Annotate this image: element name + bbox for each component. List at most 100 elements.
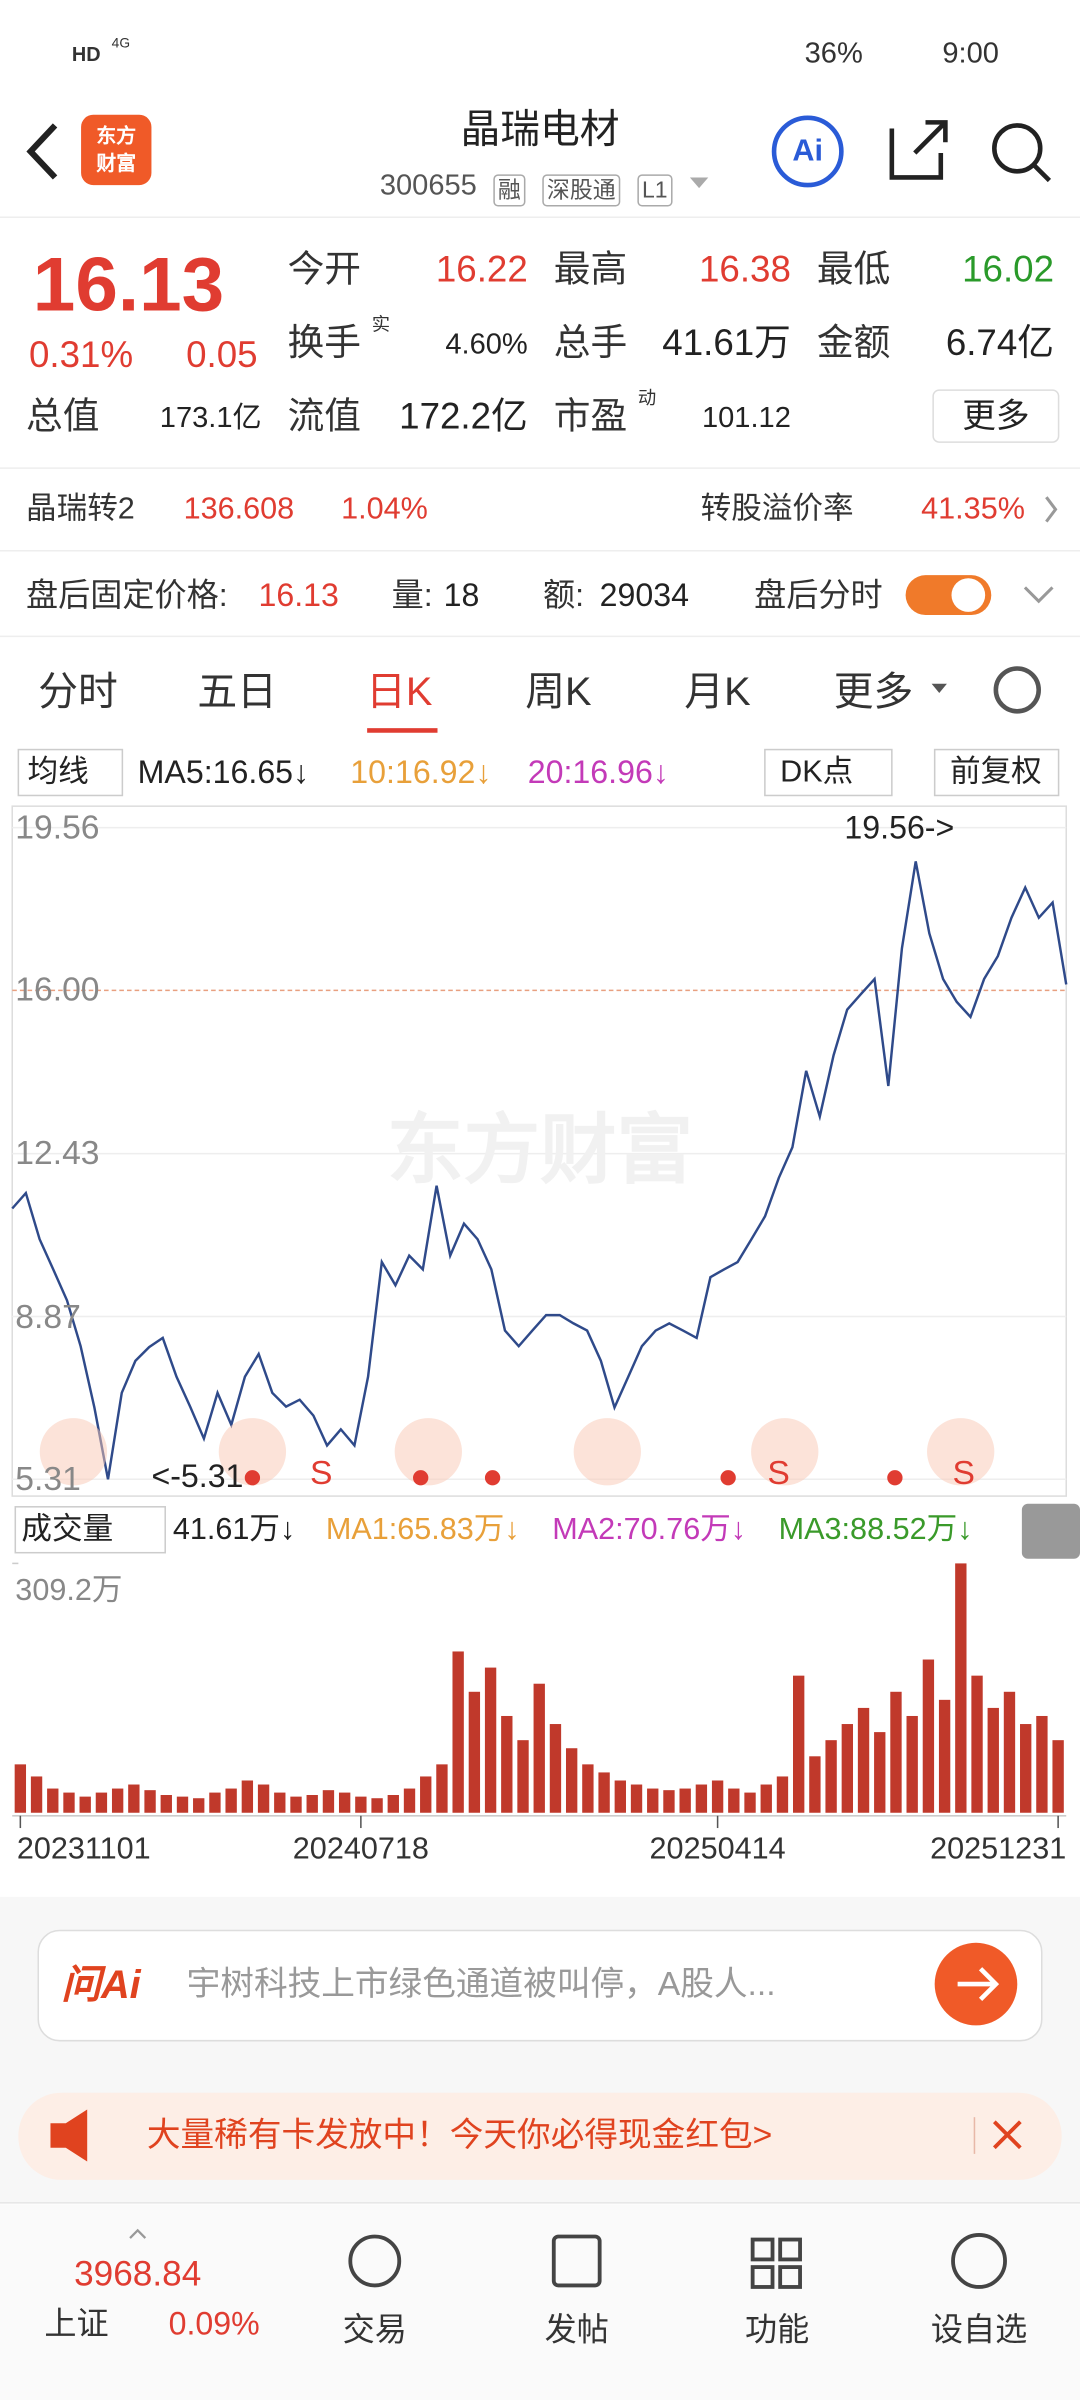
volume-bar — [160, 1795, 172, 1813]
bond-name: 晶瑞转2 — [26, 492, 135, 527]
field-label: 金额 — [816, 322, 891, 365]
volume-bar — [1003, 1691, 1016, 1813]
volume-bar — [971, 1675, 983, 1813]
y-tick-label: 12.43 — [15, 1133, 100, 1172]
promo-banner[interactable]: 大量稀有卡发放中！今天你必得现金红包> — [146, 2115, 773, 2154]
signal-dot — [484, 1470, 501, 1486]
stock-name: 晶瑞电材 — [460, 105, 620, 152]
x-tick-label: 20231101 — [16, 1832, 151, 1867]
index-value: 3968.84 — [74, 2252, 202, 2293]
ai-button[interactable]: Ai — [792, 134, 824, 169]
tab[interactable]: 日K — [366, 668, 433, 715]
dk-button[interactable]: DK点 — [780, 755, 854, 790]
volume-bar — [793, 1675, 805, 1813]
nav-circle — [927, 1418, 995, 1486]
signal: S — [952, 1453, 975, 1492]
x-tick-label: 20251231 — [930, 1832, 1067, 1867]
field-label: 今开 — [287, 249, 362, 291]
volume-bar — [338, 1792, 351, 1813]
x-tick-label: 20250414 — [649, 1832, 786, 1867]
badge: L1 — [637, 173, 673, 206]
logo-text: 东方 — [96, 123, 137, 147]
ah-vol: 18 — [443, 577, 480, 613]
volume-bar — [209, 1792, 221, 1813]
volume-bar — [322, 1790, 335, 1813]
stock-code: 300655 — [379, 169, 477, 202]
tab[interactable]: 五日 — [197, 668, 277, 715]
volume-bar — [484, 1667, 497, 1813]
field-label: 总值 — [26, 396, 100, 438]
ah-label: 额: — [543, 577, 585, 613]
nav-circle — [39, 1418, 108, 1486]
tab[interactable]: 更多 — [833, 668, 914, 715]
volume-bar — [711, 1780, 724, 1813]
ah-label: 盘后固定价格: — [26, 577, 228, 613]
volume-bar — [825, 1740, 837, 1813]
volume-bar — [614, 1780, 626, 1813]
more-button[interactable]: 更多 — [962, 396, 1030, 435]
field-value: 41.61万 — [662, 322, 791, 365]
volume-bar — [663, 1790, 675, 1813]
volume-bar — [1052, 1740, 1064, 1813]
nav-circle — [573, 1418, 641, 1486]
volume-bar — [582, 1764, 594, 1813]
tab[interactable]: 分时 — [38, 668, 118, 715]
volume-bar — [874, 1732, 886, 1813]
ah-chart: 盘后分时 — [754, 577, 883, 613]
field-value: 4.60% — [445, 328, 528, 361]
volume-bar — [695, 1784, 708, 1813]
vol-select: 成交量 — [21, 1512, 114, 1547]
signal-dot — [720, 1470, 736, 1486]
volume-bar — [257, 1784, 270, 1813]
volume-bar — [95, 1792, 108, 1813]
adjust-button[interactable]: 前复权 — [949, 755, 1042, 790]
nav-item[interactable]: 发帖 — [544, 2312, 609, 2348]
field-value: 16.38 — [698, 249, 791, 291]
y-tick-label: 5.31 — [15, 1459, 81, 1498]
volume-bar — [647, 1788, 659, 1813]
volume-bar — [890, 1691, 902, 1813]
volume-bar — [565, 1748, 578, 1813]
field-value: 6.74亿 — [945, 322, 1054, 365]
volume-bar — [1036, 1715, 1048, 1813]
volume-bar — [403, 1788, 416, 1813]
volume-bar — [533, 1683, 545, 1813]
volume-bar — [517, 1740, 529, 1813]
volume-bar — [955, 1563, 967, 1813]
field-value: 172.2亿 — [399, 396, 528, 438]
field-value: 16.02 — [962, 249, 1054, 291]
nav-item[interactable]: 设自选 — [930, 2312, 1028, 2348]
volume-bar — [387, 1795, 399, 1813]
ah-price: 16.13 — [258, 577, 339, 613]
nav-item[interactable]: 交易 — [342, 2312, 407, 2348]
volume-bar — [14, 1764, 27, 1813]
volume-bar — [760, 1784, 772, 1813]
ma-select: 均线 — [27, 755, 89, 790]
volume-bar — [47, 1788, 59, 1813]
ah-label: 量: — [391, 577, 433, 613]
field-label: 市盈 — [553, 396, 628, 438]
nav-item[interactable]: 功能 — [744, 2312, 810, 2348]
battery: 36% — [804, 37, 863, 70]
volume-bar — [111, 1788, 124, 1813]
index-pct: 0.09% — [168, 2306, 260, 2342]
ma5: MA5:16.65↓ — [137, 754, 310, 791]
ma20: 20:16.96↓ — [527, 754, 669, 791]
signal: S — [767, 1453, 790, 1492]
tab[interactable]: 月K — [684, 668, 751, 715]
y-tick-label: 16.00 — [15, 970, 100, 1009]
volume-bar — [128, 1784, 140, 1813]
tab[interactable]: 周K — [525, 668, 592, 715]
ask-ai-prompt[interactable]: 宇树科技上市绿色通道被叫停，A股人... — [186, 1964, 776, 2003]
volume-bar — [452, 1651, 464, 1813]
volume-bar — [144, 1790, 156, 1813]
volume-bar — [30, 1776, 43, 1813]
y-tick-label: 19.56 — [15, 807, 100, 846]
volume-bar — [274, 1792, 286, 1813]
volume-bar — [176, 1796, 189, 1813]
volume-bar — [598, 1772, 610, 1813]
